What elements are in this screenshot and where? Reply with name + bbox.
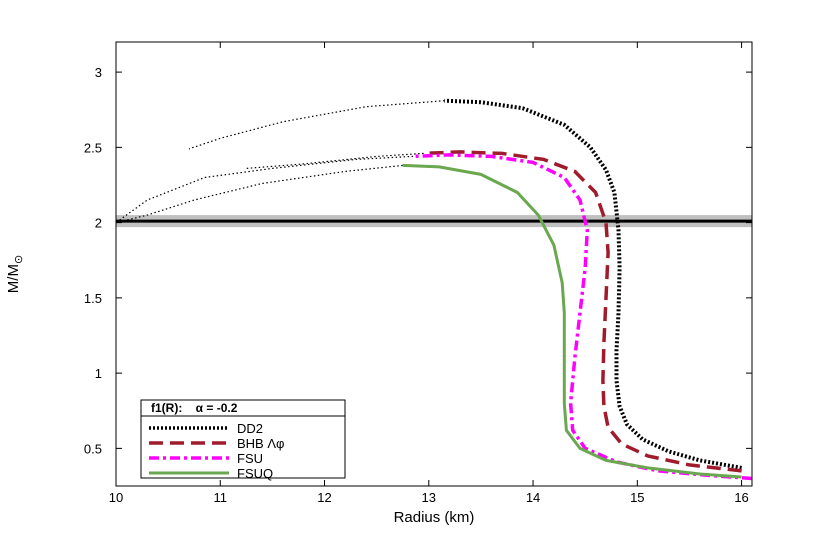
y-axis-label-main: M/M: [5, 264, 22, 293]
x-tick-label: 13: [422, 490, 436, 505]
tick-layer: 10 11 12 13 14 15 16 0.5 1 1.5 2 2.5 3: [84, 42, 752, 505]
series-3-unstable-branch: [115, 164, 403, 224]
x-tick-label: 16: [734, 490, 748, 505]
reference-band-layer: [116, 215, 752, 228]
legend-label-3: FSUQ: [237, 466, 273, 481]
series-0-unstable-branch: [188, 100, 445, 150]
series-0: [188, 98, 742, 470]
series-2-unstable-branch: [115, 155, 414, 224]
x-axis-label: Radius (km): [394, 509, 475, 526]
series-1: [246, 150, 742, 473]
series-2-stable-branch: [413, 153, 753, 481]
legend-label-2: FSU: [237, 451, 263, 466]
x-tick-label: 15: [630, 490, 644, 505]
series-1-unstable-branch: [246, 152, 424, 169]
legend-label-0: DD2: [237, 421, 263, 436]
series-1-stable-branch: [423, 150, 742, 473]
y-tick-label: 2: [95, 216, 102, 231]
x-tick-label: 10: [109, 490, 123, 505]
series-3: [115, 163, 742, 479]
plot-frame: [115, 41, 753, 487]
series-3-stable-branch: [402, 163, 742, 479]
x-tick-label: 11: [214, 490, 228, 505]
y-tick-label: 1: [95, 366, 102, 381]
y-tick-label: 3: [95, 65, 102, 80]
legend-box: [140, 399, 346, 479]
series-2: [115, 153, 753, 481]
series-layer: [115, 98, 753, 481]
y-tick-label: 0.5: [84, 441, 102, 456]
y-tick-label: 1.5: [84, 291, 102, 306]
legend-label-1: BHB Λφ: [237, 436, 284, 451]
legend-title: f1(R): α = -0.2: [151, 401, 238, 415]
y-tick-label: 2.5: [84, 140, 102, 155]
series-0-stable-branch: [444, 98, 742, 470]
x-tick-label: 14: [526, 490, 540, 505]
y-axis-label: M/M⊙: [5, 255, 25, 293]
x-tick-label: 12: [317, 490, 331, 505]
y-axis-label-sub: ⊙: [13, 255, 25, 264]
